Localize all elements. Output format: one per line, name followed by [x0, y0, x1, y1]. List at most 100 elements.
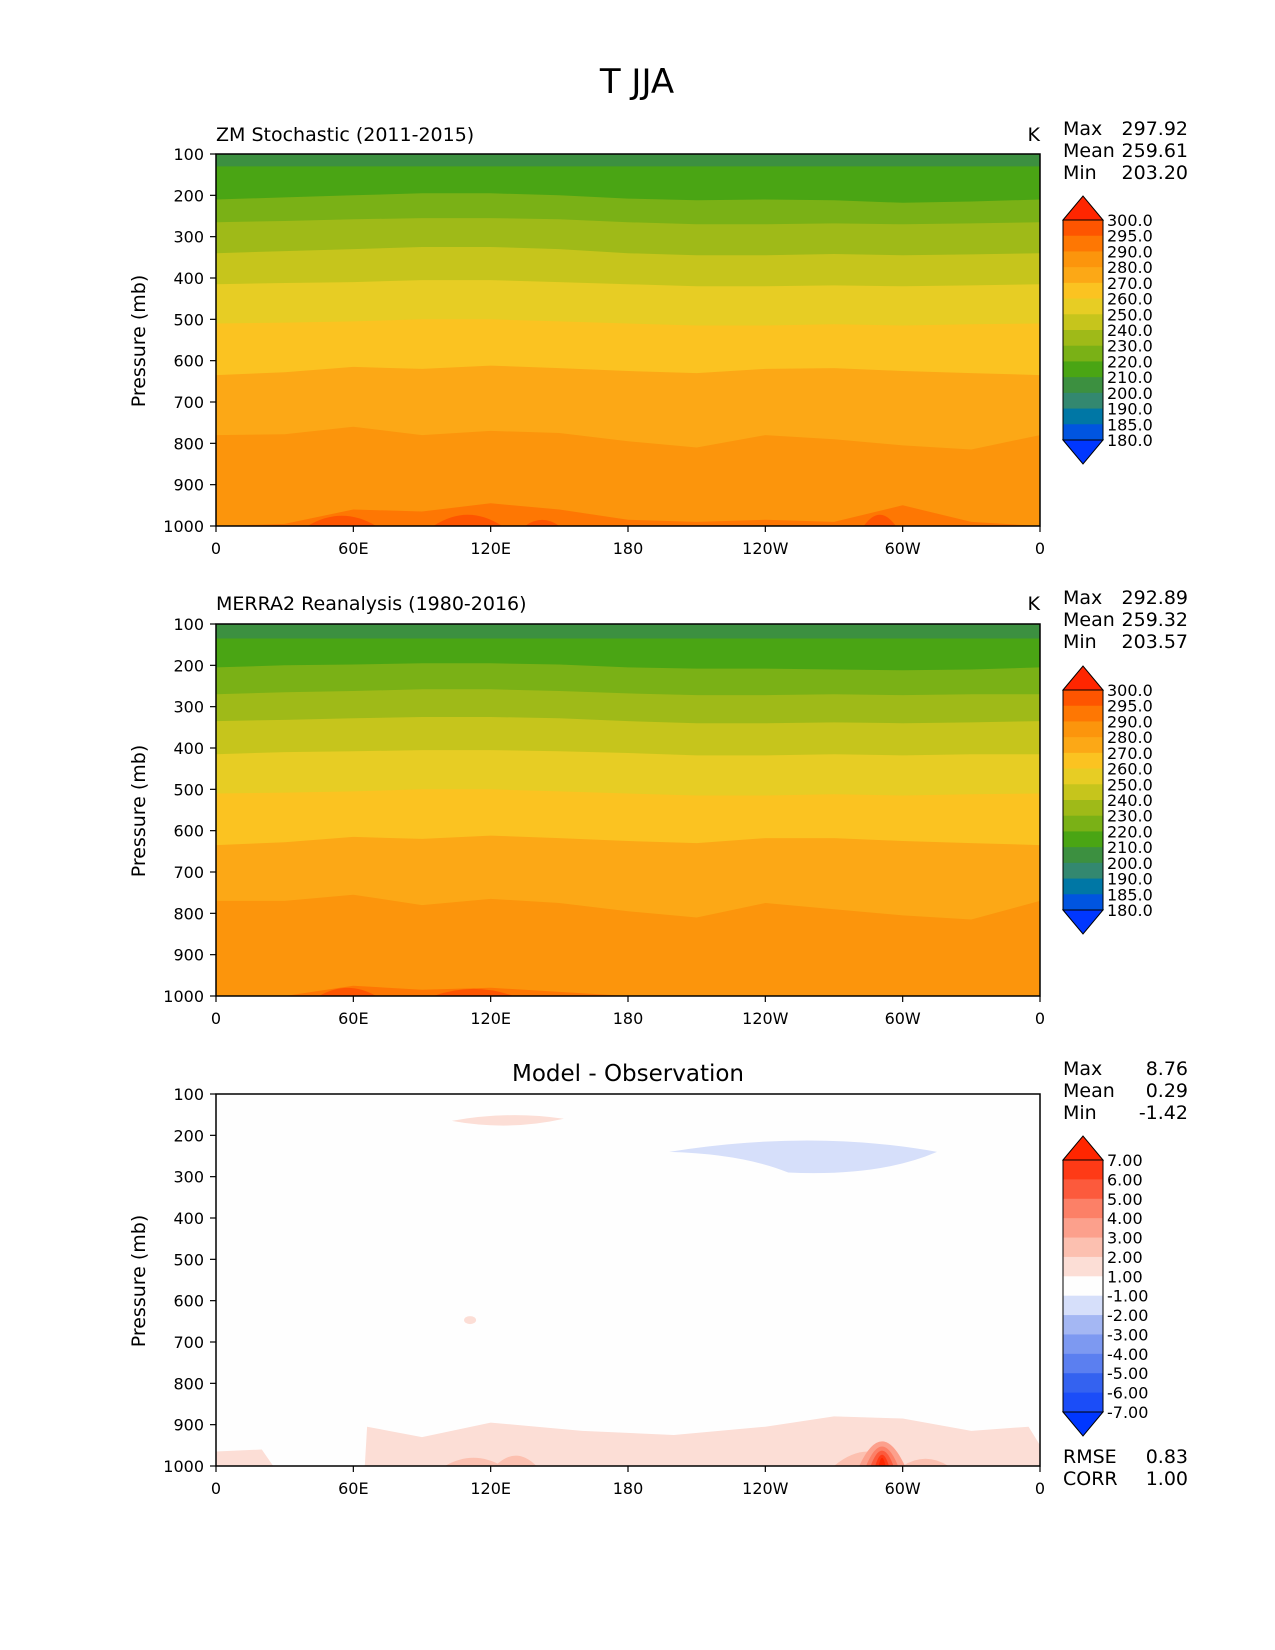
colorbar-label: -2.00 [1107, 1306, 1148, 1325]
diff-warm-patch [444, 1457, 503, 1466]
colorbar-extend-min [1061, 1411, 1105, 1437]
colorbar-diff: 7.006.005.004.003.002.001.00-1.00-2.00-3… [1061, 1135, 1148, 1437]
colorbar-segment [1063, 392, 1103, 410]
colorbar-segment [1063, 1353, 1103, 1374]
colorbar-segment [1063, 768, 1103, 785]
colorbar-label: 260.0 [1107, 290, 1153, 309]
colorbar-label: 220.0 [1107, 822, 1153, 841]
y-tick-label: 900 [173, 946, 204, 965]
colorbar-obs: 300.0295.0290.0280.0270.0260.0250.0240.0… [1061, 665, 1153, 935]
colorbar-segment [1063, 690, 1103, 707]
x-tick-label: 0 [211, 539, 221, 558]
y-tick-label: 600 [173, 352, 204, 371]
colorbar-segment [1063, 1276, 1103, 1297]
colorbar-segment [1063, 361, 1103, 378]
colorbar-segment [1063, 831, 1103, 848]
colorbar-label: 220.0 [1107, 352, 1153, 371]
diff-warm-upper [451, 1115, 564, 1126]
stat-mean-value: 259.61 [1122, 140, 1188, 162]
colorbar-segment [1063, 1198, 1103, 1219]
stat-max-label: Max [1063, 587, 1102, 609]
colorbar-segment [1063, 737, 1103, 754]
stat-corr-value: 1.00 [1146, 1468, 1188, 1490]
x-tick-label: 60E [338, 1009, 368, 1028]
x-tick-label: 60W [885, 1009, 921, 1028]
x-tick-label: 120W [742, 1479, 789, 1498]
x-tick-label: 60E [338, 539, 368, 558]
contour-plot-diff [216, 1094, 1040, 1466]
colorbar-label: 230.0 [1107, 337, 1153, 356]
colorbar-extend-max [1061, 665, 1105, 691]
colorbar-label: 250.0 [1107, 305, 1153, 324]
colorbar-label: 240.0 [1107, 321, 1153, 340]
y-tick-label: 600 [173, 1292, 204, 1311]
colorbar-segment [1063, 1295, 1103, 1316]
colorbar-segment [1063, 878, 1103, 895]
y-tick-label: 700 [173, 1333, 204, 1352]
colorbar-label: 200.0 [1107, 854, 1153, 873]
y-tick-label: 300 [173, 1168, 204, 1187]
colorbar-segment [1063, 298, 1103, 315]
colorbar-label: 270.0 [1107, 274, 1153, 293]
y-tick-label: 400 [173, 1209, 204, 1228]
colorbar-label: 1.00 [1107, 1267, 1143, 1286]
colorbar-label: -7.00 [1107, 1403, 1148, 1422]
colorbar-segment [1063, 815, 1103, 832]
y-tick-label: 400 [173, 739, 204, 758]
colorbar-label: -3.00 [1107, 1325, 1148, 1344]
y-tick-label: 200 [173, 186, 204, 205]
stat-rmse-label: RMSE [1063, 1446, 1117, 1468]
colorbar-segment [1063, 1160, 1103, 1180]
stats-obs: Max 292.89 Mean 259.32 Min 203.57 [1063, 587, 1188, 653]
y-tick-label: 700 [173, 393, 204, 412]
x-tick-label: 60W [885, 539, 921, 558]
colorbar-label: 6.00 [1107, 1170, 1143, 1189]
colorbar-extend-max [1061, 1135, 1105, 1161]
stat-mean-label: Mean [1063, 1080, 1115, 1102]
colorbar-segment [1063, 330, 1103, 347]
x-tick-label: 0 [1035, 1479, 1045, 1498]
colorbar-segment [1063, 1392, 1103, 1413]
colorbar-frame [1062, 689, 1104, 911]
diff-warm-mid [464, 1316, 477, 1325]
y-tick-label: 500 [173, 1250, 204, 1269]
colorbar-label: 5.00 [1107, 1190, 1143, 1209]
x-tick-label: 0 [1035, 539, 1045, 558]
stats-model: Max 297.92 Mean 259.61 Min 203.20 [1063, 118, 1188, 184]
stat-min-value: 203.20 [1122, 162, 1188, 184]
stat-min-label: Min [1063, 1102, 1097, 1124]
panel-title-diff: Model - Observation [512, 1061, 744, 1087]
colorbar-label: 7.00 [1107, 1151, 1143, 1170]
stat-max-value: 297.92 [1122, 118, 1188, 140]
stat-mean-label: Mean [1063, 140, 1115, 162]
colorbar-label: 180.0 [1107, 431, 1153, 450]
stat-corr-label: CORR [1063, 1468, 1118, 1490]
figure-title: T JJA [599, 62, 674, 102]
colorbar-label: 185.0 [1107, 415, 1153, 434]
stat-min-value: -1.42 [1139, 1102, 1188, 1124]
y-tick-label: 800 [173, 1374, 204, 1393]
colorbar-label: -1.00 [1107, 1287, 1148, 1306]
stat-rmse-value: 0.83 [1146, 1446, 1188, 1468]
diff-cold-upper [669, 1140, 937, 1174]
y-tick-label: 1000 [163, 517, 204, 536]
colorbar-label: -6.00 [1107, 1384, 1148, 1403]
x-tick-label: 180 [613, 1479, 644, 1498]
x-tick-label: 0 [211, 1479, 221, 1498]
y-tick-label: 400 [173, 269, 204, 288]
colorbar-segment [1063, 377, 1103, 394]
x-tick-label: 180 [613, 539, 644, 558]
colorbar-label: -4.00 [1107, 1345, 1148, 1364]
colorbar-label: 210.0 [1107, 838, 1153, 857]
stat-max-label: Max [1063, 1058, 1102, 1080]
contour-plot-obs [216, 624, 1040, 996]
colorbar-extend-min [1061, 909, 1105, 935]
y-tick-label: 800 [173, 434, 204, 453]
colorbar-label: 190.0 [1107, 870, 1153, 889]
colorbar-segment [1063, 314, 1103, 331]
colorbar-label: -5.00 [1107, 1364, 1148, 1383]
diff-warm-patch [902, 1458, 949, 1466]
colorbar-segment [1063, 282, 1103, 300]
colorbar-segment [1063, 424, 1103, 441]
x-tick-label: 120W [742, 1009, 789, 1028]
